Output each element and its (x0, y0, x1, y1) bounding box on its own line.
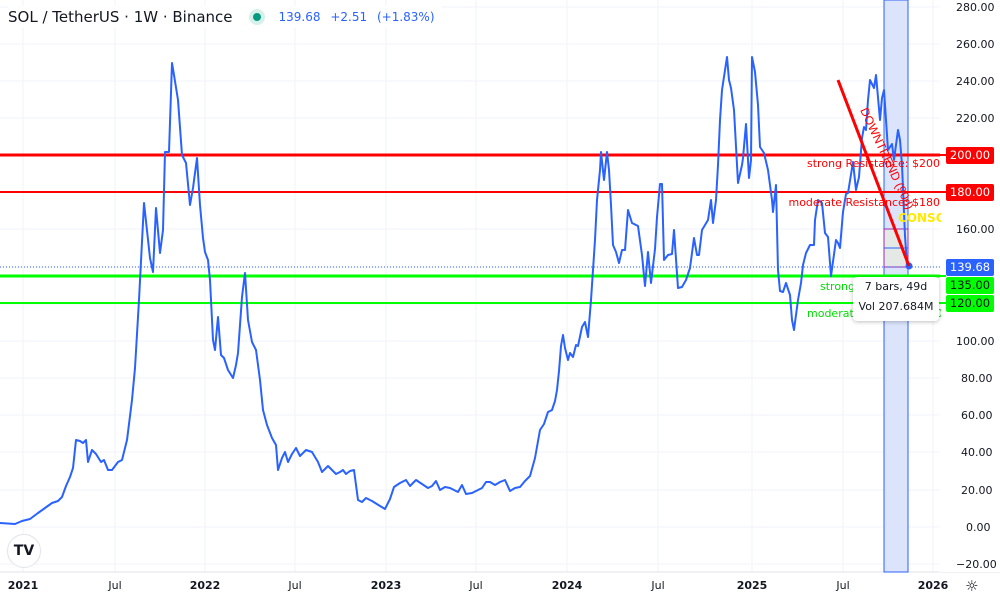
y-tick: 260.00 (956, 38, 995, 51)
tooltip-volume: Vol 207.684M (858, 300, 934, 313)
market-status-icon (248, 9, 265, 25)
y-tick: 80.00 (961, 372, 993, 385)
tradingview-logo-icon[interactable]: TV (7, 534, 41, 568)
y-tick: 0.00 (966, 521, 991, 534)
x-tick: Jul (650, 579, 664, 592)
price-tag-last[interactable]: 139.68 (946, 259, 994, 276)
y-tick: 240.00 (956, 75, 995, 88)
x-tick: Jul (107, 579, 121, 592)
x-tick: 2021 (8, 579, 39, 592)
settings-gear-icon[interactable]: ☼ (965, 577, 979, 595)
price-change-pct: (+1.83%) (376, 10, 435, 24)
last-price: 139.68 (278, 10, 321, 24)
chart-header: SOL / TetherUS · 1W · Binance 139.68 +2.… (8, 6, 441, 28)
quote: 139.68 +2.51 (+1.83%) (279, 10, 441, 24)
strong-resistance-label: strong Resistance: $200 (807, 157, 940, 170)
y-tick: 100.00 (956, 335, 995, 348)
x-tick: 2025 (737, 579, 768, 592)
x-tick: Jul (835, 579, 849, 592)
x-tick: 2024 (552, 579, 583, 592)
x-tick: 2022 (190, 579, 221, 592)
price-tag-135[interactable]: 135.00 (946, 277, 994, 294)
grid (0, 0, 940, 572)
y-tick: −20.00 (956, 558, 997, 571)
y-tick: 60.00 (961, 409, 993, 422)
tooltip-bars: 7 bars, 49d (864, 280, 928, 293)
x-tick: 2023 (371, 579, 402, 592)
price-tag-120[interactable]: 120.00 (946, 295, 994, 312)
price-tag-180[interactable]: 180.00 (946, 184, 994, 201)
y-tick: 40.00 (961, 446, 993, 459)
y-tick: 220.00 (956, 112, 995, 125)
symbol-title[interactable]: SOL / TetherUS · 1W · Binance (8, 8, 233, 26)
price-change: +2.51 (330, 10, 368, 24)
price-line (0, 56, 910, 525)
moderate-resistance-label: moderate Resistance: $180 (788, 196, 940, 209)
x-tick: Jul (287, 579, 301, 592)
range-tooltip: 7 bars, 49d Vol 207.684M (853, 277, 939, 321)
price-tag-200[interactable]: 200.00 (946, 147, 994, 164)
y-tick: 160.00 (956, 223, 995, 236)
y-tick: 280.00 (956, 1, 995, 14)
x-tick: Jul (468, 579, 482, 592)
x-tick: 2026 (918, 579, 949, 592)
y-tick: 20.00 (961, 484, 993, 497)
downtrend-line[interactable] (836, 79, 911, 267)
